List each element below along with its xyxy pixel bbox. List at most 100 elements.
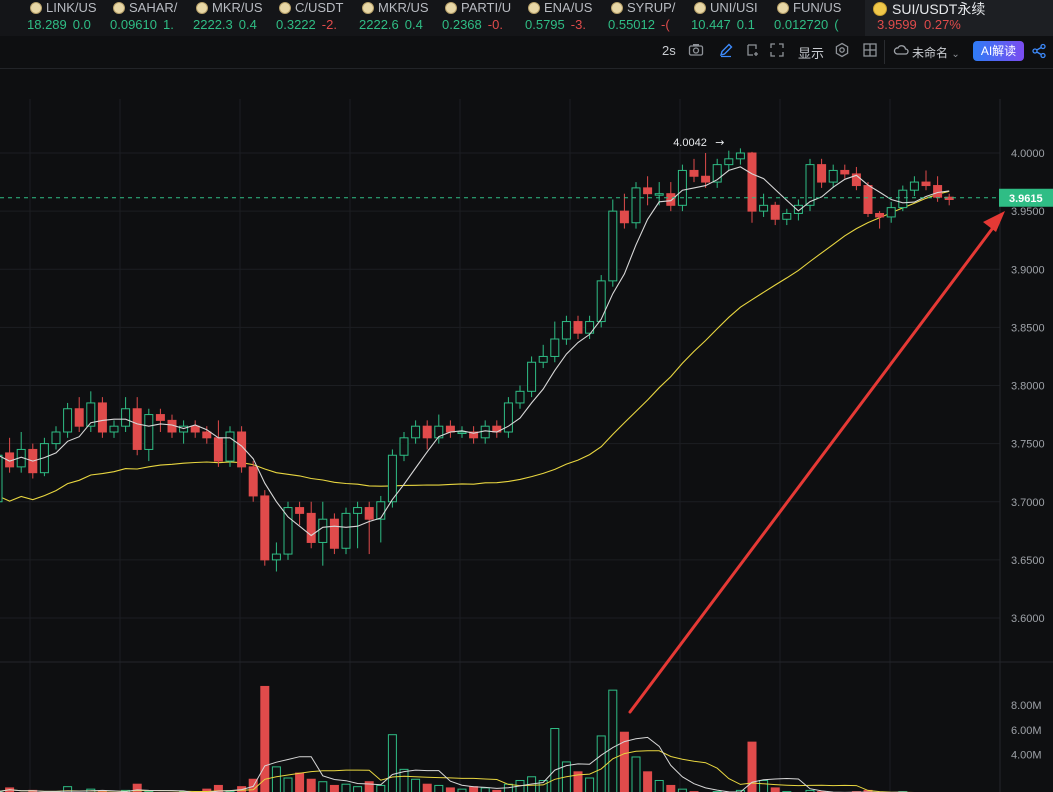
candle-up: [631, 187, 641, 224]
candle-up: [399, 437, 409, 456]
ticker-item[interactable]: C/USDT 0.3222 -2.: [271, 0, 354, 36]
ticker-item[interactable]: ENA/US 0.5795 -3.: [520, 0, 603, 36]
ma-fast-line: [0, 166, 950, 537]
ticker-price: 0.55012 -(: [608, 17, 670, 32]
volume-bar: [132, 783, 142, 792]
layout-name-dropdown[interactable]: 未命名 ⌄: [912, 46, 960, 60]
candle-up: [51, 431, 61, 445]
volume-ma-fast: [0, 736, 909, 792]
candle-up: [677, 169, 687, 206]
volume-bar: [747, 741, 757, 792]
candle-up: [805, 164, 815, 206]
volume-bar: [654, 779, 664, 792]
candle-up: [353, 507, 363, 514]
volume-bar: [550, 728, 560, 792]
coin-icon: [611, 2, 623, 14]
candle-down: [202, 431, 212, 439]
candle-up: [909, 181, 919, 191]
candle-down: [248, 466, 258, 497]
ticker-item[interactable]: MKR/US 2222.3 0.4: [188, 0, 271, 36]
volume-bar: [666, 784, 676, 792]
price-axis-label: 3.8500: [1011, 322, 1045, 334]
candle-up: [735, 152, 745, 160]
candlestick-chart[interactable]: 4.0000 3.9500 3.9000 3.8500 3.8000 3.7500 3.70…: [0, 69, 1053, 792]
coin-icon: [528, 2, 540, 14]
candle-down: [469, 431, 479, 439]
fullscreen-icon[interactable]: [769, 42, 785, 61]
candle-down: [863, 185, 873, 214]
interval-button[interactable]: 2s: [662, 43, 676, 58]
volume-bar: [445, 787, 455, 792]
volume-bar: [619, 731, 629, 792]
candle-up: [225, 431, 235, 462]
price-axis-label: 3.6500: [1011, 555, 1045, 567]
ticker-price: 0.2368 -0.: [442, 17, 503, 32]
volume-bar: [121, 789, 131, 792]
volume-axis-label: 4.00M: [1011, 750, 1042, 762]
pen-icon[interactable]: [718, 42, 734, 61]
expand-icon[interactable]: [745, 42, 761, 61]
chevron-down-icon: ⌄: [951, 49, 960, 60]
ticker-item[interactable]: FUN/US 0.012720(: [769, 0, 852, 36]
candle-up: [109, 425, 119, 433]
active-ticker-price: 3.9599 0.27%: [877, 17, 961, 32]
coin-icon: [445, 2, 457, 14]
ticker-item[interactable]: E/U-(: [0, 0, 23, 36]
ticker-item[interactable]: PARTI/U 0.2368 -0.: [437, 0, 520, 36]
candle-up: [341, 512, 351, 549]
volume-bar: [271, 766, 281, 792]
ticker-symbol: LINK/US: [46, 0, 97, 15]
share-icon[interactable]: [1031, 43, 1047, 62]
ticker-item[interactable]: LINK/US 18.289 0.0: [22, 0, 105, 36]
candle-down: [619, 210, 629, 224]
coin-icon: [30, 2, 42, 14]
volume-axis-label: 6.00M: [1011, 725, 1042, 737]
candle-down: [295, 507, 305, 514]
candle-down: [666, 193, 676, 206]
volume-bar: [364, 781, 374, 792]
ticker-item[interactable]: UNI/USI 10.447 0.1: [686, 0, 769, 36]
volume-bar: [759, 779, 769, 792]
ticker-symbol: SYRUP/: [627, 0, 676, 15]
display-menu[interactable]: 显示: [798, 46, 825, 61]
candle-up: [538, 355, 548, 363]
candle-up: [712, 164, 722, 183]
candle-up: [376, 501, 386, 520]
candle-up: [724, 158, 734, 166]
volume-bar: [318, 781, 328, 792]
volume-bar: [260, 685, 270, 792]
volume-bar: [480, 787, 490, 792]
candle-down: [817, 164, 827, 183]
volume-bar: [770, 787, 780, 792]
ticker-price: 0.3222 -2.: [276, 17, 337, 32]
volume-bar: [573, 771, 583, 792]
volume-bar: [202, 788, 212, 792]
ticker-item[interactable]: SYRUP/0.55012 -(: [603, 0, 686, 36]
ticker-item[interactable]: MKR/US 2222.6 0.4: [354, 0, 437, 36]
ticker-symbol: MKR/US: [212, 0, 263, 15]
volume-bar: [306, 778, 316, 792]
settings-icon[interactable]: [834, 42, 850, 61]
sui-coin-icon: [873, 2, 887, 16]
candle-up: [585, 321, 595, 334]
price-axis-label: 3.8000: [1011, 381, 1045, 393]
volume-bar: [213, 784, 223, 792]
grid-icon[interactable]: [862, 42, 878, 61]
coin-icon: [113, 2, 125, 14]
volume-bar: [63, 786, 73, 792]
ai-interpret-button[interactable]: AI解读: [973, 41, 1024, 61]
camera-icon[interactable]: [688, 42, 704, 61]
candle-up: [0, 454, 3, 503]
active-ticker[interactable]: SUI/USDT永续 3.9599 0.27%: [865, 0, 1053, 36]
candle-down: [74, 408, 84, 427]
volume-bar: [283, 777, 293, 792]
candle-down: [155, 414, 165, 421]
candle-down: [329, 518, 339, 549]
candle-down: [747, 152, 757, 212]
candle-up: [898, 189, 908, 209]
annotation-arrow-head: [983, 211, 1005, 232]
candle-down: [364, 507, 374, 520]
price-axis-label: 3.6000: [1011, 613, 1045, 625]
ticker-price: 0.5795 -3.: [525, 17, 586, 32]
ticker-item[interactable]: SAHAR/0.09610 1.: [105, 0, 188, 36]
